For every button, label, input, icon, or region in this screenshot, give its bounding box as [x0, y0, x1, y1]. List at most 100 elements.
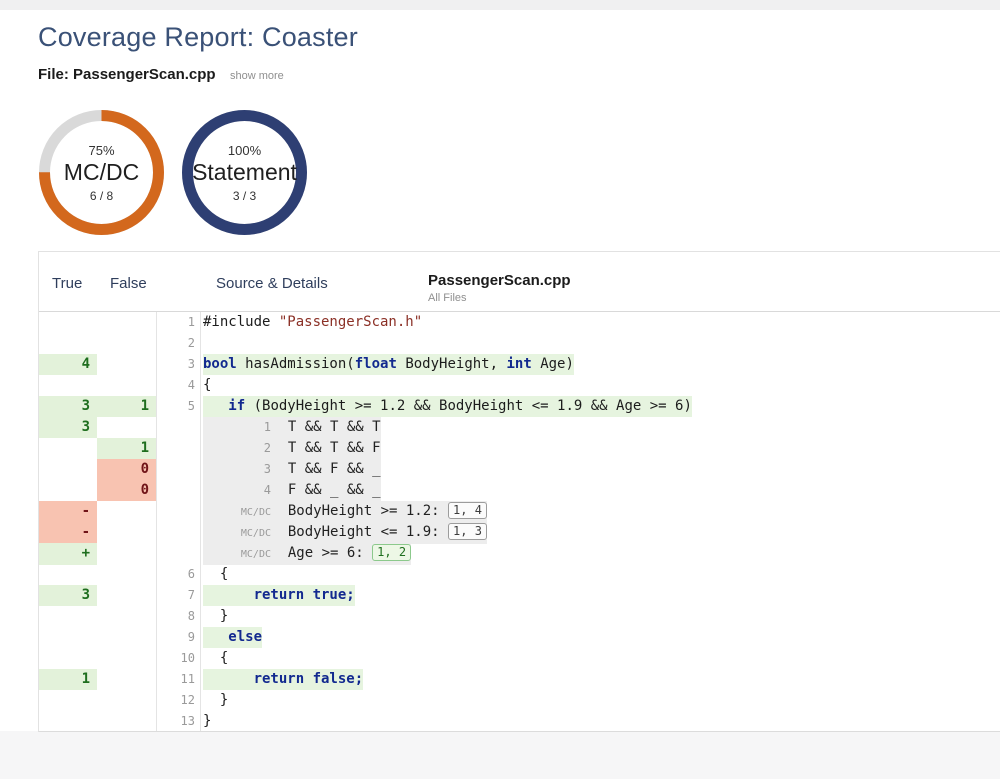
code-cell: {	[201, 564, 1000, 585]
combination-values: F && _ && _	[271, 482, 381, 498]
true-count-cell	[39, 480, 97, 501]
line-number	[157, 438, 201, 459]
false-count-cell	[97, 312, 157, 333]
coverage-row: 0 4 F && _ && _	[39, 480, 1000, 501]
combination-values: T && T && T	[271, 419, 381, 435]
code-cell: 3 T && F && _	[201, 459, 1000, 480]
true-count-cell	[39, 564, 97, 585]
coverage-row: 6 {	[39, 564, 1000, 585]
false-count-cell	[97, 648, 157, 669]
line-number	[157, 459, 201, 480]
true-count-cell: -	[39, 501, 97, 523]
code-cell	[201, 333, 1000, 354]
line-number: 5	[157, 396, 201, 417]
line-number: 8	[157, 606, 201, 627]
false-count-cell	[97, 669, 157, 690]
code-token	[203, 671, 254, 687]
false-count-cell	[97, 354, 157, 375]
mcdc-percent: 75%	[88, 142, 115, 158]
code-token: }	[203, 692, 229, 708]
coverage-row: 0 3 T && F && _	[39, 459, 1000, 480]
line-number	[157, 501, 201, 523]
coverage-row: - MC/DC BodyHeight <= 1.9: 1, 3	[39, 522, 1000, 544]
covered-line-highlight: bool hasAdmission(float BodyHeight, int …	[203, 354, 574, 375]
line-number: 6	[157, 564, 201, 585]
coverage-row: 1 #include "PassengerScan.h"	[39, 312, 1000, 333]
covered-line-highlight: return true;	[203, 585, 355, 606]
code-cell: MC/DC BodyHeight <= 1.9: 1, 3	[201, 522, 1000, 544]
true-count-cell	[39, 459, 97, 480]
code-cell: if (BodyHeight >= 1.2 && BodyHeight <= 1…	[201, 396, 1000, 417]
file-label: File: PassengerScan.cpp	[38, 66, 216, 83]
false-count-cell	[97, 711, 157, 731]
condition-combination-row: 1 T && T && T	[203, 417, 381, 438]
code-token: }	[203, 713, 212, 729]
coverage-row: 2	[39, 333, 1000, 354]
code-token: {	[203, 566, 229, 582]
statement-name: Statement	[192, 158, 297, 185]
code-token	[203, 587, 254, 603]
condition-combination-row: 2 T && T && F	[203, 438, 381, 459]
combination-values: T && F && _	[271, 461, 381, 477]
mcdc-pair-badge: 1, 2	[372, 544, 412, 561]
coverage-row: 3 7 return true;	[39, 585, 1000, 606]
code-cell: bool hasAdmission(float BodyHeight, int …	[201, 354, 1000, 375]
false-count-cell: 1	[97, 438, 157, 459]
coverage-row: 13}	[39, 711, 1000, 731]
coverage-row: 4 3 bool hasAdmission(float BodyHeight, in…	[39, 354, 1000, 375]
code-cell: {	[201, 648, 1000, 669]
covered-line-highlight: else	[203, 627, 263, 648]
combination-index: 4	[263, 483, 271, 497]
column-header-true: True	[52, 275, 83, 292]
code-cell: #include "PassengerScan.h"	[201, 312, 1000, 333]
code-token: }	[203, 608, 229, 624]
code-token: {	[203, 650, 229, 666]
combination-values: T && T && F	[271, 440, 381, 456]
false-count-cell	[97, 690, 157, 711]
combination-index: 3	[263, 462, 271, 476]
true-count-cell	[39, 312, 97, 333]
show-more-link[interactable]: show more	[230, 70, 284, 82]
statement-donut-chart: 100% Statement 3 / 3	[181, 109, 308, 236]
covered-line-highlight: return false;	[203, 669, 364, 690]
line-number: 11	[157, 669, 201, 690]
true-count-cell: 3	[39, 396, 97, 417]
code-cell: }	[201, 606, 1000, 627]
condition-combination-row: 4 F && _ && _	[203, 480, 381, 501]
mcdc-pair-badge: 1, 4	[448, 502, 487, 519]
line-number: 3	[157, 354, 201, 375]
true-count-cell: 3	[39, 585, 97, 606]
code-cell: 1 T && T && T	[201, 417, 1000, 438]
true-count-cell	[39, 690, 97, 711]
file-selector[interactable]: PassengerScan.cpp	[428, 272, 571, 289]
top-window-strip	[0, 0, 1000, 10]
line-number: 9	[157, 627, 201, 648]
donut-ring	[39, 110, 164, 235]
false-count-cell	[97, 501, 157, 523]
code-cell: 4 F && _ && _	[201, 480, 1000, 501]
coverage-row: 12 }	[39, 690, 1000, 711]
mcdc-label: MC/DC	[240, 549, 271, 560]
false-count-cell	[97, 543, 157, 565]
true-count-cell	[39, 375, 97, 396]
false-count-cell	[97, 417, 157, 438]
donut-ring	[182, 110, 307, 235]
mcdc-fraction: 6 / 8	[89, 188, 114, 203]
code-token: BodyHeight,	[396, 356, 507, 372]
code-cell: return true;	[201, 585, 1000, 606]
keyword-token: int	[506, 356, 532, 372]
false-count-cell: 0	[97, 459, 157, 480]
string-token: "PassengerScan.h"	[278, 314, 423, 330]
code-token: Age)	[531, 356, 574, 372]
code-cell: MC/DC Age >= 6: 1, 2	[201, 543, 1000, 565]
keyword-token: float	[354, 356, 397, 372]
true-count-cell	[39, 606, 97, 627]
keyword-token: else	[228, 629, 263, 645]
code-token: hasAdmission(	[236, 356, 355, 372]
mcdc-condition: BodyHeight >= 1.2:	[271, 503, 449, 519]
coverage-row: 1 11 return false;	[39, 669, 1000, 690]
mcdc-label: MC/DC	[240, 507, 271, 518]
statement-percent: 100%	[227, 142, 262, 158]
combination-index: 2	[263, 441, 271, 455]
